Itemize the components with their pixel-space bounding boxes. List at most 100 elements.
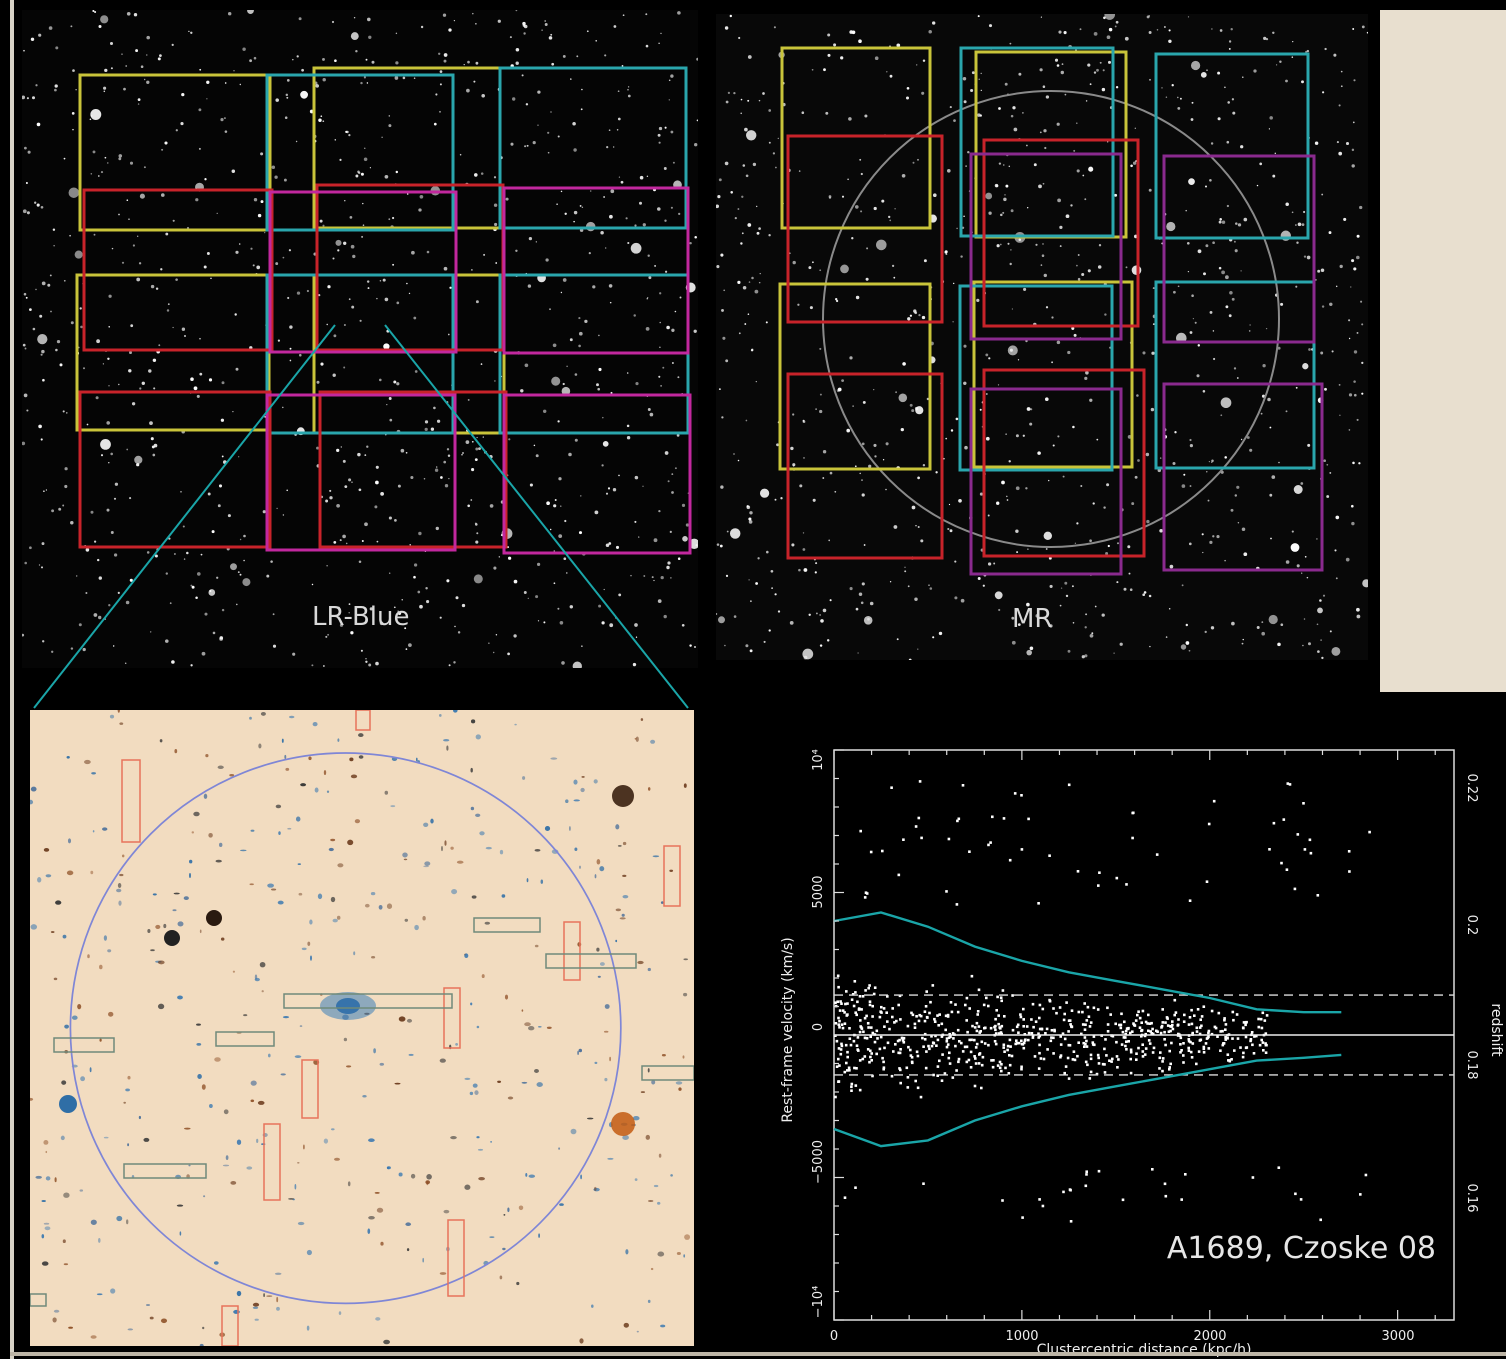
star [1026, 407, 1031, 411]
star [42, 640, 45, 643]
star [461, 453, 463, 456]
slit-horizontal [53, 1037, 115, 1053]
data-point [923, 1038, 927, 1041]
star [444, 484, 449, 488]
star [658, 126, 663, 131]
galaxy [116, 1215, 123, 1222]
data-point [1083, 1036, 1087, 1039]
data-point [855, 1013, 858, 1017]
lr-quadrant-box [268, 190, 458, 354]
data-point [867, 1026, 870, 1029]
data-point [1150, 1032, 1153, 1035]
data-point [1168, 1066, 1171, 1069]
star [131, 402, 136, 406]
galaxy [54, 1177, 57, 1183]
star [364, 522, 368, 527]
data-point [1129, 1050, 1133, 1054]
star [448, 28, 452, 32]
star [129, 497, 132, 500]
star [220, 418, 225, 422]
star [1268, 614, 1278, 625]
star [953, 282, 955, 285]
star [1004, 194, 1006, 196]
star [902, 362, 906, 366]
star [1058, 30, 1062, 34]
star [161, 193, 165, 197]
data-point [1127, 1040, 1130, 1043]
galaxy [67, 838, 72, 844]
star [172, 326, 174, 329]
star [1103, 506, 1106, 509]
data-point [897, 1003, 900, 1007]
data-point [965, 996, 969, 1000]
data-point [1020, 1067, 1023, 1071]
star [1301, 223, 1305, 227]
data-point [961, 784, 965, 787]
data-point [907, 1045, 910, 1049]
star [657, 207, 661, 211]
star [41, 349, 45, 354]
star [1107, 60, 1112, 64]
star [1317, 650, 1320, 653]
data-point [1169, 1029, 1172, 1033]
star [146, 35, 150, 40]
galaxy [658, 1153, 662, 1158]
star [873, 206, 877, 211]
star [1361, 25, 1365, 29]
star [1107, 141, 1109, 143]
star [227, 514, 231, 518]
star [639, 201, 642, 205]
star [932, 636, 935, 639]
star [1124, 36, 1129, 41]
data-point [1257, 1017, 1260, 1021]
star [234, 313, 237, 316]
star [1107, 544, 1110, 548]
star [647, 297, 649, 299]
data-point [944, 1014, 948, 1018]
data-point [1050, 1036, 1053, 1039]
star [467, 398, 470, 401]
star [720, 253, 724, 257]
star [953, 119, 956, 122]
galaxy [371, 955, 376, 959]
star [1348, 337, 1351, 340]
data-point [1177, 1032, 1180, 1036]
star [776, 443, 779, 447]
star [1359, 205, 1363, 210]
galaxy [501, 894, 506, 898]
star [1081, 272, 1085, 277]
star [771, 587, 773, 589]
star [802, 420, 806, 424]
data-point [1179, 1036, 1183, 1040]
star [217, 504, 221, 508]
star [365, 660, 368, 663]
data-point [1125, 1048, 1128, 1051]
star [1326, 463, 1329, 466]
star [670, 74, 674, 78]
galaxy [193, 811, 200, 817]
star [348, 478, 352, 482]
star [22, 633, 25, 637]
data-point [896, 1039, 900, 1043]
star [1204, 630, 1207, 634]
star [113, 553, 118, 557]
star [1350, 504, 1354, 508]
star [1006, 495, 1008, 498]
star [1076, 264, 1078, 267]
star [123, 87, 126, 91]
star [1091, 632, 1094, 635]
star [1303, 210, 1306, 214]
star [93, 233, 96, 236]
star [22, 441, 26, 446]
star [153, 387, 156, 390]
star [338, 606, 340, 609]
star [827, 53, 831, 57]
star [1295, 386, 1298, 389]
star [861, 479, 863, 481]
star [143, 166, 146, 169]
galaxy [243, 1014, 248, 1017]
star [507, 652, 510, 656]
galaxy [521, 1009, 524, 1012]
galaxy [336, 915, 341, 920]
data-point [987, 1043, 990, 1047]
